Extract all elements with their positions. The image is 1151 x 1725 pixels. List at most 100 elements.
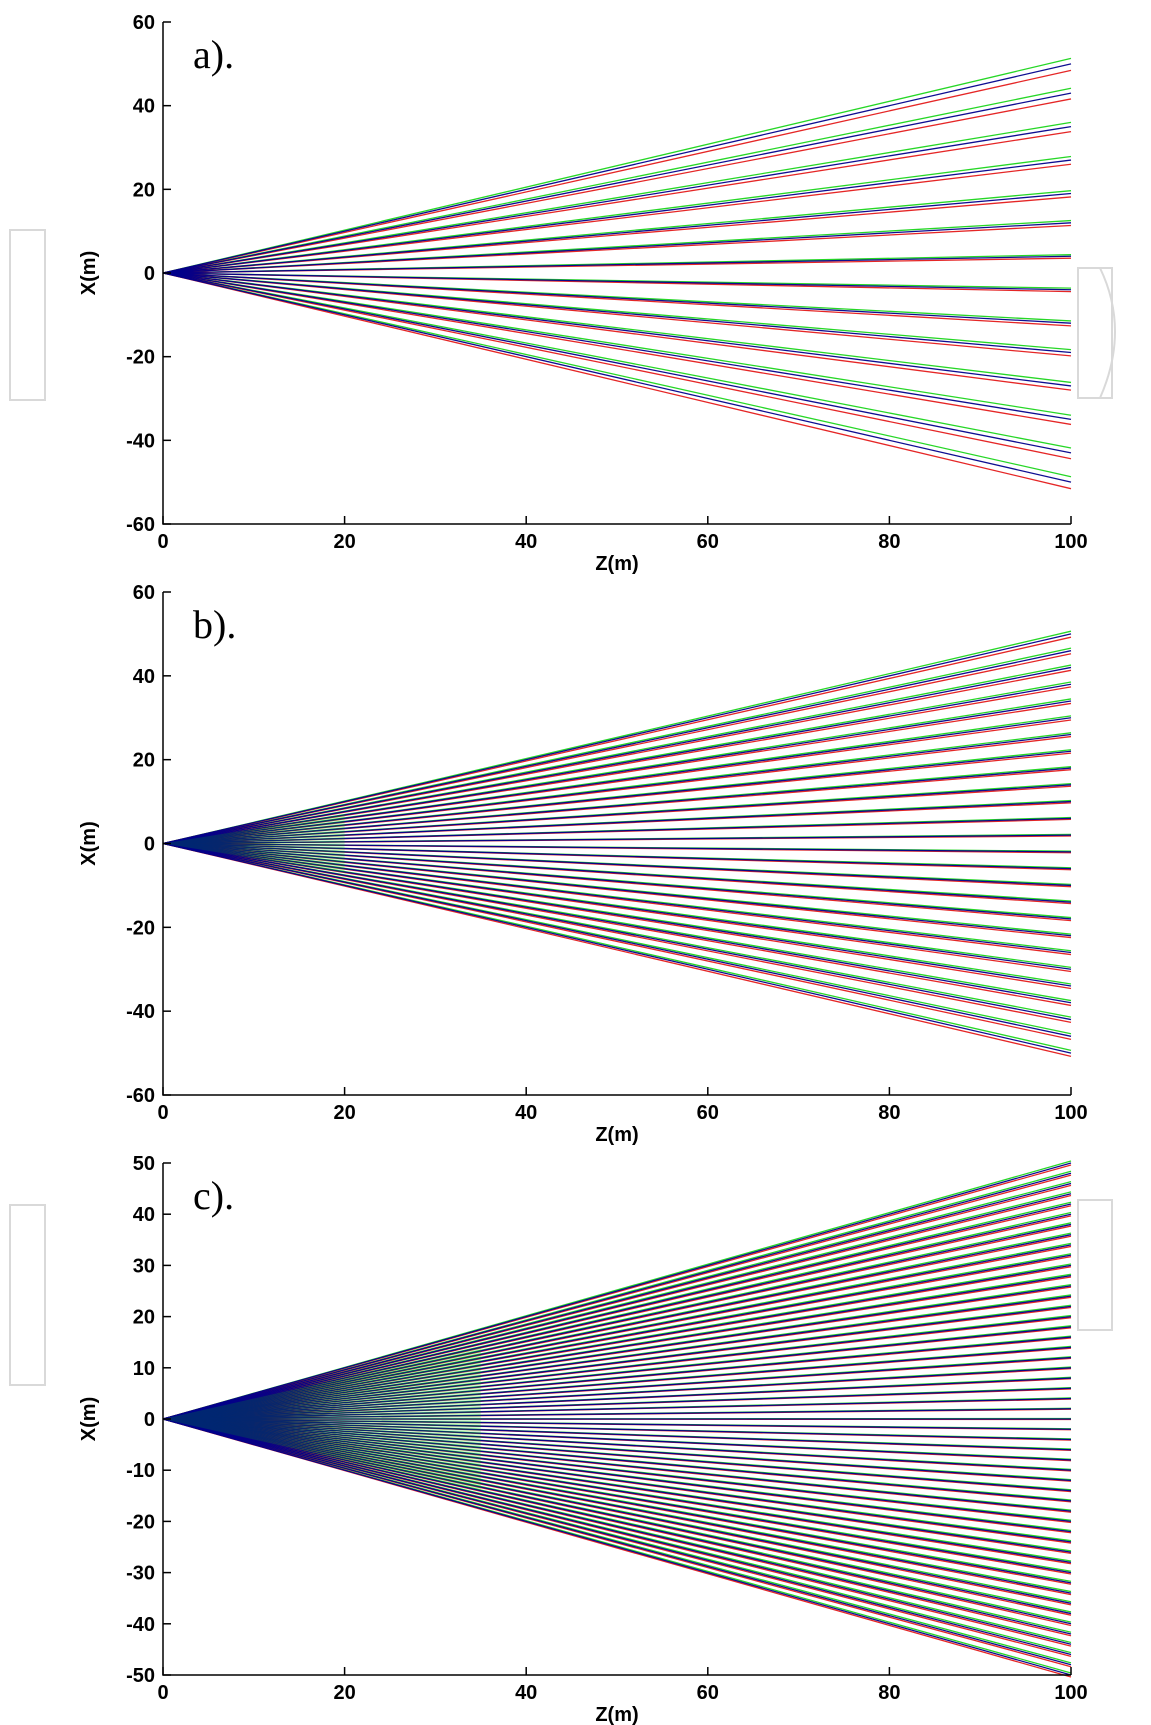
y-tick-label: 40 <box>133 666 155 688</box>
ray-blue <box>162 1418 1072 1533</box>
ray-blue <box>162 842 1072 987</box>
ray-blue <box>162 1172 1072 1420</box>
ray-blue <box>162 272 1072 324</box>
ray-blue <box>162 842 1072 937</box>
ray-blue <box>162 1418 1072 1502</box>
x-tick-label: 60 <box>697 1682 719 1704</box>
ray-blue <box>162 842 1072 970</box>
ray-blue <box>162 1418 1072 1584</box>
x-tick-label: 80 <box>878 531 900 553</box>
ray-blue <box>162 1418 1072 1543</box>
ray-blue <box>162 700 1072 845</box>
y-tick-label: -20 <box>126 917 155 939</box>
ray-blue <box>162 1162 1072 1420</box>
ray-blue <box>162 272 1072 483</box>
y-tick-label: -50 <box>126 1665 155 1687</box>
y-tick-label: 20 <box>133 1307 155 1329</box>
y-tick-label: -40 <box>126 1614 155 1636</box>
ray-red <box>162 272 1072 391</box>
ray-blue <box>162 1418 1072 1656</box>
ray-blue <box>162 272 1072 354</box>
x-tick-label: 20 <box>333 1102 355 1124</box>
y-tick-label: -60 <box>126 1085 155 1107</box>
ray-blue <box>162 842 1072 920</box>
ray-blue <box>162 1418 1072 1604</box>
y-tick-label: 0 <box>144 834 155 856</box>
y-tick-label: 40 <box>133 96 155 118</box>
ray-blue <box>162 1182 1072 1420</box>
ray-blue <box>162 1418 1072 1594</box>
panel-a: -60 -40 -20 0 20 40 60 0 20 40 60 80 100 Z(m) X(m) a). <box>78 12 1088 575</box>
ray-blue <box>162 92 1072 274</box>
ray-blue <box>162 842 1072 1021</box>
x-tick-label: 0 <box>157 1102 168 1124</box>
ray-blue <box>162 666 1072 845</box>
x-tick-label: 20 <box>333 531 355 553</box>
y-tick-label: 30 <box>133 1255 155 1277</box>
ray-blue <box>162 733 1072 845</box>
ray-blue <box>162 834 1072 845</box>
ray-blue <box>162 1397 1072 1420</box>
series-green <box>162 57 1072 478</box>
ray-blue <box>162 1234 1072 1420</box>
y-axis-label: X(m) <box>78 821 100 865</box>
near-field-glow <box>163 1347 481 1491</box>
ray-green <box>162 121 1072 274</box>
ray-blue <box>162 1418 1072 1441</box>
ray-blue <box>162 1418 1072 1645</box>
ray-red <box>162 130 1072 274</box>
ray-blue <box>162 1418 1072 1512</box>
ray-blue <box>162 842 1072 903</box>
ray-blue <box>162 767 1072 845</box>
y-tick-label: 0 <box>144 1409 155 1431</box>
x-tick-label: 100 <box>1054 1682 1087 1704</box>
ray-blue <box>162 192 1072 274</box>
ray-blue <box>162 1418 1072 1482</box>
ray-blue <box>162 817 1072 845</box>
x-tick-label: 40 <box>515 531 537 553</box>
x-tick-label: 40 <box>515 1682 537 1704</box>
ray-blue <box>162 1244 1072 1420</box>
panel-label: a). <box>193 32 234 77</box>
panel-label: c). <box>193 1173 234 1218</box>
ray-blue <box>162 1315 1072 1420</box>
ray-blue <box>162 842 1072 1054</box>
ray-blue <box>162 1305 1072 1420</box>
ray-blue <box>162 633 1072 845</box>
ray-blue <box>162 1356 1072 1420</box>
ray-blue <box>162 255 1072 274</box>
ray-blue <box>162 1418 1072 1451</box>
ray-blue <box>162 1264 1072 1420</box>
ray-blue <box>162 1418 1072 1461</box>
ray-blue <box>162 1274 1072 1420</box>
ray-blue <box>162 1377 1072 1420</box>
ray-blue <box>162 784 1072 845</box>
ray-green <box>162 57 1072 274</box>
x-axis-label: Z(m) <box>595 1704 638 1725</box>
y-tick-label: -40 <box>126 1001 155 1023</box>
panel-label: b). <box>193 602 236 647</box>
ray-blue <box>162 1213 1072 1420</box>
ray-blue <box>162 1203 1072 1420</box>
y-axis-label: X(m) <box>78 251 100 295</box>
ray-blue <box>162 272 1072 454</box>
x-tick-label: 0 <box>157 1682 168 1704</box>
panel-b: -60 -40 -20 0 20 40 60 0 20 40 60 80 100 Z(m) X(m) b). <box>78 582 1088 1146</box>
ray-blue <box>162 1346 1072 1420</box>
ray-blue <box>162 125 1072 274</box>
ray-blue <box>162 1193 1072 1420</box>
y-tick-label: -40 <box>126 430 155 452</box>
panel-c: -50 -40 -30 -20 -10 0 10 20 30 40 50 0 20 40 60 80 100 Z(… <box>78 1153 1088 1725</box>
ray-blue <box>162 1285 1072 1420</box>
ray-blue <box>162 842 1072 853</box>
ray-blue <box>162 272 1072 387</box>
y-tick-label: 40 <box>133 1204 155 1226</box>
y-axis-label: X(m) <box>78 1397 100 1441</box>
ray-blue <box>162 1418 1072 1492</box>
axes-frame <box>162 22 1071 525</box>
y-tick-label: -60 <box>126 514 155 536</box>
ray-blue <box>162 1418 1072 1523</box>
x-tick-label: 20 <box>333 1682 355 1704</box>
y-tick-label: -30 <box>126 1563 155 1585</box>
ray-blue <box>162 800 1072 845</box>
